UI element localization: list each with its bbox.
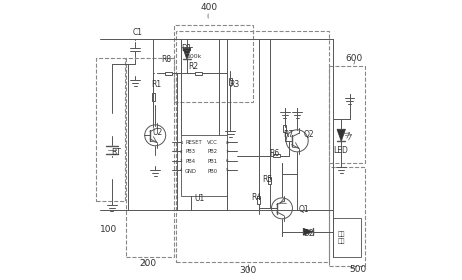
Text: 100: 100 [100,225,117,234]
Text: 300: 300 [239,265,256,275]
Text: R4: R4 [252,193,262,202]
Bar [257,197,260,204]
Text: 600: 600 [345,54,362,63]
Polygon shape [337,129,346,141]
Text: 200: 200 [140,259,157,268]
Text: PB2: PB2 [207,149,217,154]
Text: GND: GND [185,169,197,174]
Text: D1: D1 [181,44,191,53]
Text: R1: R1 [151,80,161,89]
Text: R7: R7 [283,130,294,139]
Text: U1: U1 [195,194,205,204]
Text: Q1: Q1 [298,206,309,214]
Text: PB0: PB0 [207,169,217,174]
Text: PB3: PB3 [185,149,195,154]
Text: R6: R6 [269,149,280,158]
FancyBboxPatch shape [333,218,360,256]
Text: 光敏
模块: 光敏 模块 [338,232,345,244]
Text: RESET: RESET [185,140,202,145]
Text: 500: 500 [349,265,366,274]
Text: R8: R8 [162,55,172,64]
Bar [268,177,271,185]
Bar [283,125,286,132]
Bar [152,93,155,101]
Text: LED: LED [334,146,348,155]
Text: C1: C1 [133,28,143,37]
Text: 2: 2 [180,150,183,154]
Bar [164,72,172,75]
Polygon shape [183,48,191,59]
FancyBboxPatch shape [182,135,227,196]
Text: 3: 3 [180,159,183,163]
Text: 5: 5 [226,168,229,172]
Text: PB1: PB1 [207,159,217,164]
Text: Q2: Q2 [303,130,314,139]
Bar [229,78,232,85]
Text: D2: D2 [303,229,314,238]
Bar [273,155,280,157]
Text: R5: R5 [262,175,273,184]
Text: R3: R3 [229,80,239,89]
Text: 7: 7 [226,150,229,154]
Bar [195,72,202,75]
Polygon shape [303,228,313,235]
Text: 4: 4 [180,168,183,172]
Text: R2: R2 [188,62,198,71]
Text: 400: 400 [201,3,218,12]
Text: 8: 8 [226,141,229,144]
Text: VCC: VCC [207,140,218,145]
Text: 1: 1 [180,141,183,144]
Text: PB4: PB4 [185,159,195,164]
Text: 6: 6 [226,159,229,163]
Text: 100k: 100k [186,54,202,59]
Text: BT: BT [112,148,122,157]
Text: U2: U2 [152,128,163,137]
